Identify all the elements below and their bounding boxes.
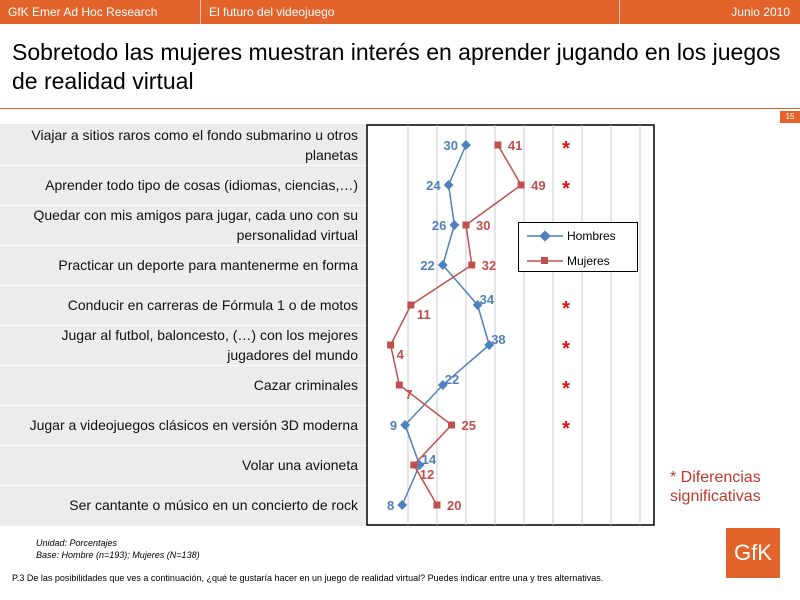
survey-question: P.3 De las posibilidades que ves a conti… bbox=[12, 573, 604, 583]
data-point-hombres bbox=[437, 380, 448, 390]
data-label: 34 bbox=[480, 292, 495, 307]
data-point-hombres bbox=[437, 260, 448, 270]
category-label: Ser cantante o músico en un concierto de… bbox=[69, 497, 358, 513]
category-label: Practicar un deporte para mantenerme en … bbox=[58, 257, 358, 273]
data-label: 25 bbox=[462, 418, 476, 433]
data-label: 26 bbox=[432, 218, 446, 233]
row-separator bbox=[0, 485, 366, 486]
category-label: Conducir en carreras de Fórmula 1 o de m… bbox=[67, 297, 358, 313]
data-label: 22 bbox=[420, 258, 434, 273]
significance-star: * bbox=[562, 138, 570, 160]
data-point-mujeres bbox=[462, 221, 470, 229]
data-label: 41 bbox=[508, 138, 522, 153]
legend-mujeres: Mujeres bbox=[567, 254, 610, 268]
data-label: 4 bbox=[397, 347, 405, 362]
data-point-mujeres bbox=[395, 381, 403, 389]
row-separator bbox=[0, 285, 366, 286]
data-label: 14 bbox=[422, 452, 437, 467]
page-number: 15 bbox=[780, 111, 800, 123]
base-footnote: Base: Hombre (n=193); Mujeres (N=138) bbox=[36, 550, 200, 560]
row-separator bbox=[0, 165, 366, 166]
company-name: GfK Emer Ad Hoc Research bbox=[8, 5, 158, 19]
data-label: 12 bbox=[420, 467, 434, 482]
data-point-hombres bbox=[449, 220, 460, 230]
data-label: 7 bbox=[405, 387, 412, 402]
data-point-hombres bbox=[472, 300, 483, 310]
data-label: 11 bbox=[417, 307, 431, 322]
data-point-mujeres bbox=[407, 301, 415, 309]
data-point-mujeres bbox=[517, 181, 525, 189]
chart-legend: Hombres Mujeres bbox=[518, 222, 638, 272]
row-separator bbox=[0, 245, 366, 246]
series-line-hombres bbox=[401, 144, 491, 506]
category-label: Quedar con mis amigos para jugar, cada u… bbox=[33, 207, 358, 243]
legend-hombres: Hombres bbox=[567, 229, 616, 243]
data-point-mujeres bbox=[448, 421, 455, 429]
significance-star: * bbox=[562, 338, 570, 360]
data-point-mujeres bbox=[494, 141, 502, 149]
category-label: Volar una avioneta bbox=[242, 457, 358, 473]
data-point-mujeres bbox=[468, 261, 476, 269]
data-point-hombres bbox=[400, 420, 411, 430]
data-point-hombres bbox=[484, 340, 495, 350]
study-name: El futuro del videojuego bbox=[209, 5, 335, 19]
row-separator bbox=[0, 205, 366, 206]
title-divider bbox=[0, 108, 800, 109]
category-label: Cazar criminales bbox=[253, 377, 358, 393]
data-label: 9 bbox=[390, 418, 397, 433]
series-line-mujeres bbox=[389, 144, 523, 506]
row-separator bbox=[0, 325, 366, 326]
data-label: 24 bbox=[426, 178, 441, 193]
data-label: 22 bbox=[445, 372, 459, 387]
data-label: 8 bbox=[387, 498, 394, 513]
category-label: Viajar a sitios raros como el fondo subm… bbox=[31, 127, 358, 163]
data-label: 20 bbox=[447, 498, 461, 513]
data-label: 30 bbox=[444, 138, 458, 153]
report-date: Junio 2010 bbox=[731, 5, 790, 19]
significance-star: * bbox=[562, 178, 570, 200]
data-label: 30 bbox=[476, 218, 490, 233]
significance-note: * Diferencias significativas bbox=[670, 469, 761, 505]
category-label: Jugar al futbol, baloncesto, (…) con los… bbox=[61, 327, 358, 363]
row-separator bbox=[0, 405, 366, 406]
data-point-mujeres bbox=[387, 341, 395, 349]
data-point-mujeres bbox=[410, 461, 418, 469]
row-separator bbox=[0, 445, 366, 446]
unit-footnote: Unidad: Porcentajes bbox=[36, 538, 118, 548]
page-title: Sobretodo las mujeres muestran interés e… bbox=[12, 39, 781, 94]
category-label: Aprender todo tipo de cosas (idiomas, ci… bbox=[45, 177, 358, 193]
data-label: 32 bbox=[482, 258, 496, 273]
data-point-hombres bbox=[443, 180, 454, 190]
data-point-mujeres bbox=[433, 501, 441, 509]
plot-area bbox=[366, 124, 655, 526]
data-label: 38 bbox=[491, 332, 505, 347]
significance-star: * bbox=[562, 298, 570, 320]
category-label: Jugar a videojuegos clásicos en versión … bbox=[29, 417, 358, 433]
top-bar: GfK Emer Ad Hoc Research El futuro del v… bbox=[0, 0, 800, 24]
significance-star: * bbox=[562, 378, 570, 400]
gfk-logo: GfK bbox=[726, 528, 780, 578]
data-point-hombres bbox=[461, 140, 471, 150]
significance-star: * bbox=[562, 418, 570, 440]
data-label: 49 bbox=[531, 178, 545, 193]
data-point-hombres bbox=[397, 500, 408, 510]
row-separator bbox=[0, 365, 366, 366]
